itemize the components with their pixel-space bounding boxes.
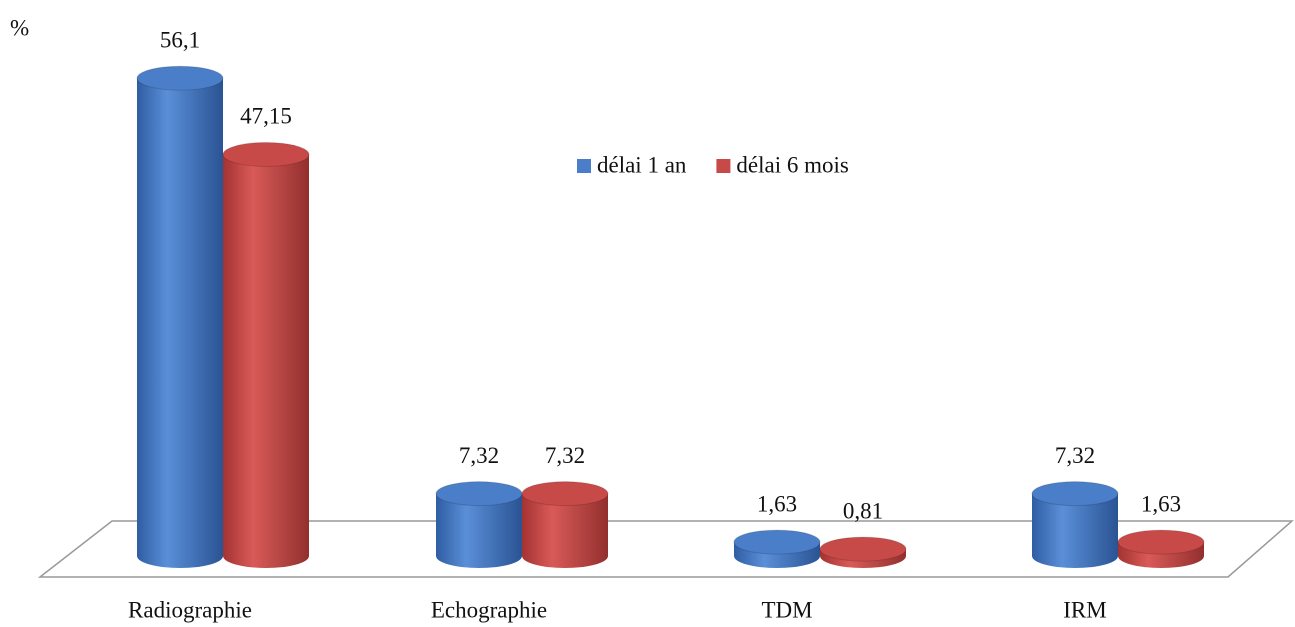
bar-cap: [1031, 481, 1119, 507]
bar: [222, 141, 310, 569]
bar-cap: [136, 65, 224, 91]
bar-cap: [1117, 529, 1205, 555]
data-label: 56,1: [160, 27, 200, 52]
bar-body: [522, 493, 608, 568]
floor: [37, 520, 1294, 578]
bar: [733, 529, 821, 568]
x-tick-label: Echographie: [431, 597, 547, 622]
bar-cap: [521, 481, 609, 507]
bar-body: [1032, 493, 1118, 568]
bar-cap: [733, 529, 821, 555]
data-label: 7,32: [1055, 443, 1095, 468]
bar-cap: [222, 141, 310, 167]
data-label: 1,63: [1141, 491, 1181, 516]
bar: [435, 481, 523, 568]
legend-label: délai 1 an: [597, 152, 687, 177]
legend-label: délai 6 mois: [736, 152, 848, 177]
data-label: 0,81: [843, 498, 883, 523]
bar-cap: [435, 481, 523, 507]
bar: [1031, 481, 1119, 568]
bar-body: [436, 493, 522, 568]
y-unit: %: [10, 15, 29, 40]
legend-swatch: [716, 159, 731, 173]
bar: [521, 481, 609, 568]
bar-body: [223, 154, 309, 569]
data-label: 7,32: [545, 443, 585, 468]
x-tick-label: TDM: [761, 597, 812, 622]
data-label: 1,63: [757, 491, 797, 516]
x-tick-label: Radiographie: [128, 597, 252, 622]
legend-swatch: [577, 159, 591, 173]
bar: [819, 536, 907, 568]
data-label: 7,32: [459, 443, 499, 468]
bar-cap: [819, 536, 907, 562]
bar-body: [137, 78, 223, 568]
data-label: 47,15: [240, 104, 292, 129]
bar: [1117, 529, 1205, 568]
x-tick-label: IRM: [1063, 597, 1106, 622]
bar: [136, 65, 224, 568]
